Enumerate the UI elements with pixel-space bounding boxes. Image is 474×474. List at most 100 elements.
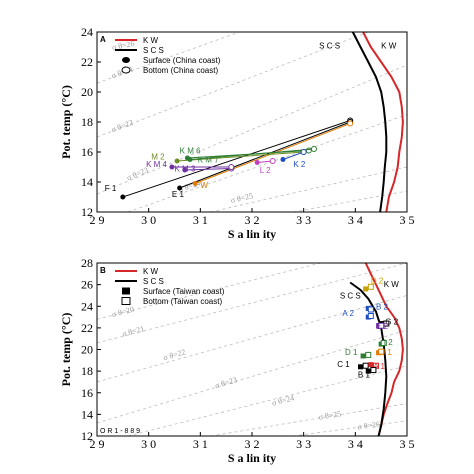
station-bottom-marker [367, 312, 374, 319]
station-label: E 1 [172, 190, 185, 199]
station-surface-marker [358, 364, 363, 370]
station-surface-marker [365, 368, 371, 374]
water-mass-curve [351, 32, 388, 212]
x-tick-label: 3 3 [296, 213, 311, 227]
station-surface-marker [254, 160, 260, 165]
x-tick-label: 2 9 [90, 213, 105, 227]
isopycnal-line [293, 190, 407, 212]
x-axis-title: S a lin ity [228, 227, 276, 241]
station-connector [122, 120, 351, 198]
legend-label: Bottom (Taiwan coast) [143, 297, 222, 306]
station-bottom-marker [380, 340, 387, 347]
water-mass-curve [364, 263, 404, 436]
station-label: G 2 [385, 318, 398, 327]
water-mass-label: S C S [340, 292, 361, 301]
station-surface-marker [182, 167, 188, 173]
station-label: I 2 [384, 338, 393, 347]
isopycnal-label: σ θ=24 [271, 393, 295, 407]
water-mass-curve [349, 281, 388, 436]
station-connector [189, 148, 315, 160]
x-tick-label: 3 3 [296, 437, 311, 451]
water-mass-label: K W [384, 280, 400, 289]
isopycnal-line [127, 114, 407, 212]
station-label: D 1 [345, 348, 358, 357]
legend-label: S C S [143, 46, 164, 55]
x-tick-label: 3 5 [400, 437, 415, 451]
station-surface-marker [363, 286, 369, 292]
plot-area: σ θ=20σ θ=21σ θ=22σ θ=23σ θ=24σ θ=25σ θ=… [97, 263, 407, 436]
station-label: B 2 [376, 302, 389, 311]
station-bottom-marker [370, 367, 377, 374]
station-surface-marker [280, 157, 286, 162]
y-tick-label: 14 [81, 407, 93, 421]
station-label: W [200, 181, 208, 190]
y-tick-label: 18 [81, 364, 93, 378]
station-connector [184, 168, 232, 171]
station-label: C 1 [337, 360, 350, 369]
station-label: A 1 [373, 362, 385, 371]
y-tick-label: 24 [81, 299, 93, 313]
station-bottom-marker [378, 322, 385, 329]
y-axis-title: Pot. temp (°C) [59, 85, 73, 159]
legend-label: K W [143, 267, 159, 276]
isopycnal-line [293, 420, 407, 436]
y-tick-label: 22 [81, 321, 93, 335]
x-tick-label: 3 0 [141, 437, 156, 451]
station-label: J 1 [381, 348, 392, 357]
station-label: M 2 [151, 153, 165, 162]
station-label: K M 4 [146, 160, 167, 169]
legend-open-marker [121, 66, 131, 74]
isopycnal-label: σ θ=20 [111, 305, 135, 319]
station-surface-marker [187, 157, 193, 162]
station-label: E 2 [376, 322, 389, 331]
x-tick-label: 3 4 [348, 213, 363, 227]
station-bottom-marker [347, 120, 354, 127]
station-label: D 2 [371, 277, 384, 286]
y-tick-label: 22 [81, 55, 93, 69]
station-label: B 1 [358, 371, 371, 380]
x-tick-label: 3 1 [193, 437, 208, 451]
isopycnal-line [97, 32, 370, 138]
legend-open-square [121, 297, 131, 305]
y-tick-label: 16 [81, 145, 93, 159]
station-label: A 2 [342, 309, 354, 318]
x-tick-label: 3 2 [245, 437, 260, 451]
water-mass-curve [362, 32, 404, 212]
isopycnal-label: σ θ=26 [357, 420, 381, 432]
station-surface-marker [360, 353, 366, 359]
station-connector [194, 123, 351, 184]
y-tick-label: 14 [81, 175, 93, 189]
y-tick-label: 20 [81, 85, 93, 99]
water-mass-label: S C S [319, 42, 340, 51]
station-surface-marker [177, 185, 183, 191]
station-connector [282, 151, 304, 160]
isopycnal-line [97, 263, 407, 344]
station-bottom-marker [362, 362, 369, 369]
y-tick-label: 24 [81, 25, 93, 39]
legend-label: Surface (China coast) [143, 56, 221, 65]
isopycnal-label: σ θ=25 [230, 191, 254, 205]
station-bottom-marker [311, 146, 317, 152]
station-surface-marker [169, 164, 175, 170]
y-axis-title: Pot. temp (°C) [59, 313, 73, 387]
panel-label: B [100, 266, 106, 275]
station-label: K 2 [293, 160, 306, 169]
y-tick-label: 12 [81, 205, 93, 219]
isopycnal-line [210, 166, 407, 212]
legend-filled-marker [122, 57, 130, 63]
x-tick-label: 3 2 [245, 213, 260, 227]
station-surface-marker [120, 194, 126, 200]
isopycnal-line [97, 64, 407, 195]
station-bottom-marker [365, 351, 372, 358]
panel-note: O R 1 - 8 8 9 [100, 428, 140, 435]
isopycnal-label: σ θ=21 [121, 324, 145, 338]
station-label: F 1 [105, 184, 117, 193]
y-tick-label: 28 [81, 256, 93, 270]
y-tick-label: 12 [81, 429, 93, 443]
y-tick-label: 26 [81, 278, 93, 292]
isopycnal-label: σ θ=26 [111, 39, 135, 52]
legend-label: Surface (Taiwan coast) [143, 287, 225, 296]
x-tick-label: 2 9 [90, 437, 105, 451]
isopycnal-label: σ θ=25 [318, 409, 342, 422]
